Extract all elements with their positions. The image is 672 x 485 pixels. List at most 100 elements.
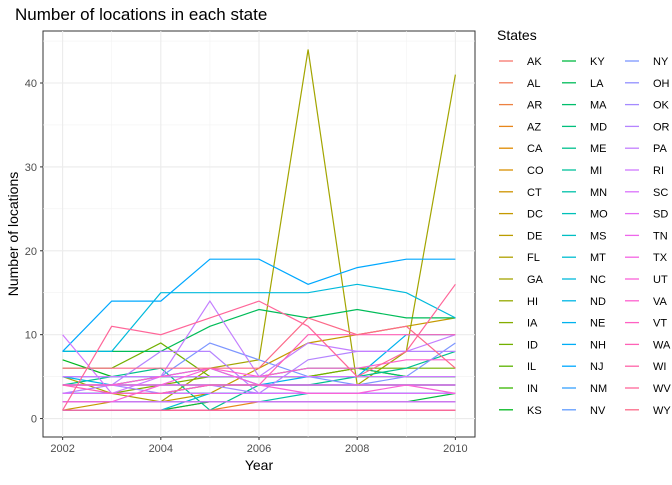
plot-panel <box>42 30 476 438</box>
legend-item-vt: VT <box>625 318 667 330</box>
legend-label: OK <box>653 100 670 112</box>
legend-item-in: IN <box>499 383 538 395</box>
legend-item-va: VA <box>625 296 668 308</box>
legend-label: MA <box>590 100 607 112</box>
legend-items: AK AL AR AZ CA CO CT DC DE FL GA HI IA ID IL IN KS KY LA MA… <box>499 56 671 417</box>
x-axis: 2002 2004 2006 2008 2010 <box>50 437 468 455</box>
legend-item-sc: SC <box>625 187 668 199</box>
legend-label: DC <box>527 209 543 221</box>
legend-label: OR <box>653 121 670 133</box>
x-tick-label: 2002 <box>50 443 74 455</box>
series-line-va <box>62 359 456 386</box>
legend-label: KS <box>527 405 542 417</box>
legend-label: NE <box>590 318 605 330</box>
legend-label: AZ <box>527 121 541 133</box>
legend-item-id: ID <box>499 339 538 351</box>
x-tick-label: 2008 <box>345 443 369 455</box>
x-axis-label: Year <box>245 457 274 473</box>
legend-label: MT <box>590 252 606 264</box>
legend-label: MS <box>590 230 607 242</box>
legend-item-ct: CT <box>499 187 542 199</box>
legend-label: SD <box>653 209 668 221</box>
y-tick-label: 10 <box>25 330 37 342</box>
legend-item-ak: AK <box>499 56 542 68</box>
legend-item-nm: NM <box>562 383 607 395</box>
legend-label: IN <box>527 383 538 395</box>
legend-label: TN <box>653 230 668 242</box>
legend-label: OH <box>653 78 670 90</box>
legend-label: UT <box>653 274 668 286</box>
legend-label: MN <box>590 187 607 199</box>
legend-label: SC <box>653 187 668 199</box>
legend-label: RI <box>653 165 664 177</box>
legend-label: MI <box>590 165 602 177</box>
series-lines <box>62 49 456 411</box>
legend-item-wy: WY <box>625 405 671 417</box>
legend-item-ga: GA <box>499 274 544 286</box>
legend-item-wi: WI <box>625 361 666 373</box>
legend-label: VA <box>653 296 668 308</box>
legend-item-nv: NV <box>562 405 606 417</box>
legend-item-mi: MI <box>562 165 602 177</box>
legend-item-ky: KY <box>562 56 605 68</box>
series-line-nc <box>62 283 456 352</box>
legend-item-md: MD <box>562 121 607 133</box>
legend-label: CA <box>527 143 543 155</box>
legend-label: WV <box>653 383 671 395</box>
legend-item-la: LA <box>562 78 604 90</box>
legend-label: NV <box>590 405 606 417</box>
series-line-la <box>62 308 456 352</box>
legend-item-ut: UT <box>625 274 668 286</box>
legend-item-de: DE <box>499 230 542 242</box>
x-tick-label: 2004 <box>149 443 173 455</box>
legend-label: CO <box>527 165 544 177</box>
legend-item-oh: OH <box>625 78 670 90</box>
legend-label: HI <box>527 296 538 308</box>
legend: States AK AL AR AZ CA CO CT DC DE FL GA HI IA ID IL IN K… <box>497 27 671 417</box>
legend-item-or: OR <box>625 121 670 133</box>
legend-item-il: IL <box>499 361 536 373</box>
legend-item-az: AZ <box>499 121 541 133</box>
legend-label: TX <box>653 252 668 264</box>
legend-item-ca: CA <box>499 143 543 155</box>
legend-label: VT <box>653 318 667 330</box>
legend-label: IA <box>527 318 538 330</box>
legend-item-nj: NJ <box>562 361 603 373</box>
legend-item-ok: OK <box>625 100 670 112</box>
legend-item-hi: HI <box>499 296 538 308</box>
legend-label: KY <box>590 56 605 68</box>
legend-item-mo: MO <box>562 209 608 221</box>
legend-item-pa: PA <box>625 143 668 155</box>
legend-item-ia: IA <box>499 318 538 330</box>
gridlines <box>43 31 475 437</box>
legend-label: PA <box>653 143 668 155</box>
x-tick-label: 2010 <box>443 443 467 455</box>
legend-item-wa: WA <box>625 339 671 351</box>
legend-label: AL <box>527 78 540 90</box>
x-tick-label: 2006 <box>247 443 271 455</box>
legend-label: FL <box>527 252 540 264</box>
legend-label: GA <box>527 274 544 286</box>
legend-label: WI <box>653 361 666 373</box>
legend-item-al: AL <box>499 78 540 90</box>
legend-label: NC <box>590 274 606 286</box>
legend-item-ny: NY <box>625 56 669 68</box>
y-axis: 0 10 20 30 40 <box>25 78 43 426</box>
legend-label: AK <box>527 56 542 68</box>
legend-item-co: CO <box>499 165 544 177</box>
legend-item-ar: AR <box>499 100 542 112</box>
legend-item-ks: KS <box>499 405 542 417</box>
legend-label: ME <box>590 143 607 155</box>
legend-label: ND <box>590 296 606 308</box>
legend-label: LA <box>590 78 604 90</box>
legend-label: NY <box>653 56 669 68</box>
legend-item-mn: MN <box>562 187 607 199</box>
legend-item-wv: WV <box>625 383 671 395</box>
legend-label: CT <box>527 187 542 199</box>
series-line-wv <box>62 283 456 411</box>
chart-title: Number of locations in each state <box>15 5 267 24</box>
legend-item-mt: MT <box>562 252 606 264</box>
legend-label: IL <box>527 361 536 373</box>
